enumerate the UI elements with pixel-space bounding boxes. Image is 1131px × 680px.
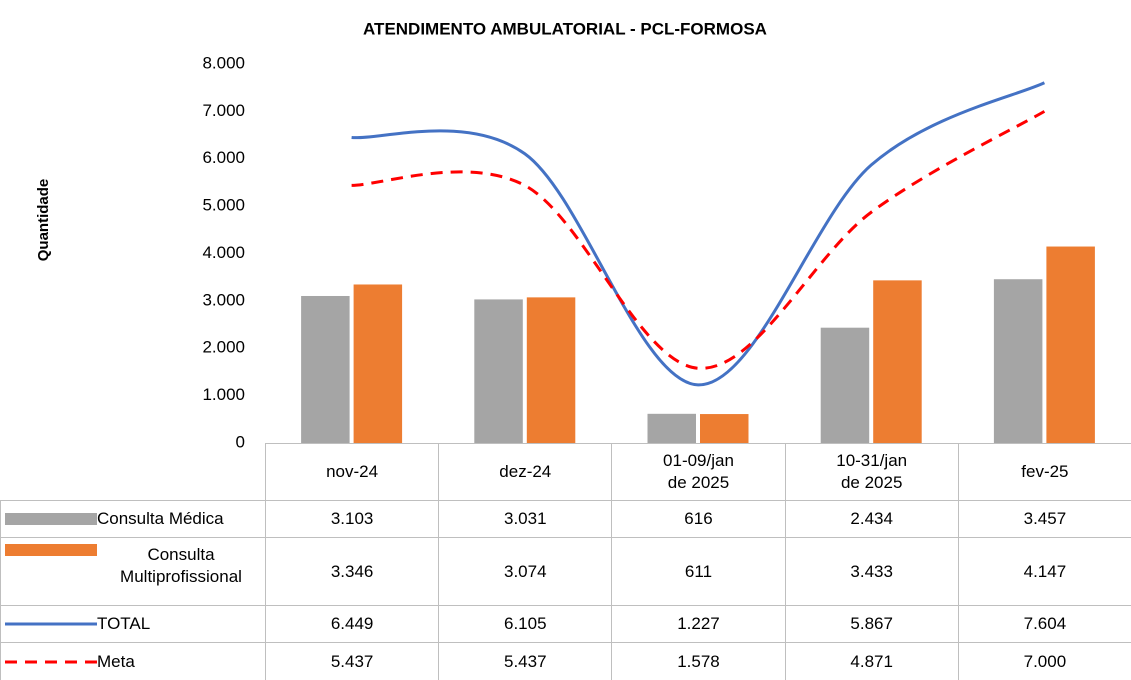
bar xyxy=(526,297,576,443)
bar xyxy=(873,280,922,443)
bar xyxy=(353,284,403,443)
y-tick-label: 2.000 xyxy=(202,338,245,357)
value-cell: 5.437 xyxy=(438,642,613,680)
value-cell: 7.000 xyxy=(957,642,1131,680)
value-cell: 3.346 xyxy=(265,537,440,606)
y-axis-label: Quantidade xyxy=(35,179,52,262)
y-tick-label: 5.000 xyxy=(202,196,245,215)
category-cell: fev-25 xyxy=(957,443,1131,501)
line-series xyxy=(351,81,1046,387)
legend-key xyxy=(5,660,97,663)
chart-title: ATENDIMENTO AMBULATORIAL - PCL-FORMOSA xyxy=(363,19,767,38)
legend-label: Consulta Multiprofissional xyxy=(120,545,242,586)
bar xyxy=(301,295,350,443)
legend-cell: Consulta Médica xyxy=(0,500,266,538)
category-cell: 01-09/jan de 2025 xyxy=(611,443,786,501)
legend-cell: Consulta Multiprofissional xyxy=(0,537,266,606)
bar xyxy=(474,299,523,443)
y-tick-label: 1.000 xyxy=(202,385,245,404)
legend-key xyxy=(5,513,97,525)
legend-cell: Meta xyxy=(0,642,266,680)
value-cell: 2.434 xyxy=(784,500,959,538)
y-tick-label: 3.000 xyxy=(202,290,245,309)
value-cell: 3.103 xyxy=(265,500,440,538)
bar xyxy=(700,414,749,443)
legend-key xyxy=(5,544,97,556)
legend-label: Consulta Médica xyxy=(97,509,224,528)
category-cell: nov-24 xyxy=(265,443,440,501)
y-tick-label: 4.000 xyxy=(202,243,245,262)
value-cell: 3.031 xyxy=(438,500,613,538)
line-series xyxy=(351,110,1046,370)
legend-swatch xyxy=(5,544,97,556)
y-tick-label: 6.000 xyxy=(202,148,245,167)
bar xyxy=(820,327,870,443)
legend-swatch xyxy=(5,513,97,525)
value-cell: 616 xyxy=(611,500,786,538)
legend-label: TOTAL xyxy=(97,614,151,633)
legend-label: Meta xyxy=(97,651,135,671)
legend-cell: TOTAL xyxy=(0,605,266,643)
y-tick-label: 7.000 xyxy=(202,101,245,120)
value-cell: 611 xyxy=(611,537,786,606)
value-cell: 5.437 xyxy=(265,642,440,680)
bar xyxy=(1046,246,1095,443)
value-cell: 3.433 xyxy=(784,537,959,606)
value-cell: 6.105 xyxy=(438,605,613,643)
value-cell: 6.449 xyxy=(265,605,440,643)
value-cell: 5.867 xyxy=(784,605,959,643)
category-cell: dez-24 xyxy=(438,443,613,501)
value-cell: 7.604 xyxy=(957,605,1131,643)
bar xyxy=(647,413,696,443)
value-cell: 1.578 xyxy=(611,642,786,680)
y-tick-label: 0 xyxy=(236,432,245,451)
y-tick-label: 8.000 xyxy=(202,53,245,72)
value-cell: 3.457 xyxy=(957,500,1131,538)
value-cell: 1.227 xyxy=(611,605,786,643)
legend-key xyxy=(5,622,97,626)
category-cell: 10-31/jan de 2025 xyxy=(784,443,959,501)
value-cell: 4.871 xyxy=(784,642,959,680)
bar xyxy=(993,279,1043,443)
value-cell: 3.074 xyxy=(438,537,613,606)
value-cell: 4.147 xyxy=(957,537,1131,606)
